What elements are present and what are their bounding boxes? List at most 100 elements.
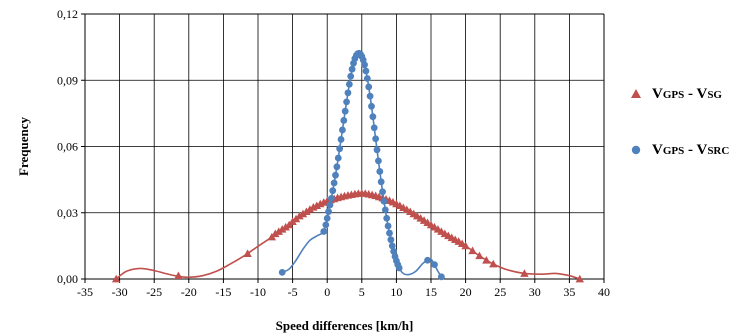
x-tick-label: -10 bbox=[250, 285, 266, 299]
series-2-point bbox=[361, 61, 368, 69]
x-tick-label: -30 bbox=[112, 285, 128, 299]
series-1-point bbox=[174, 271, 183, 280]
series-2-point bbox=[345, 80, 353, 88]
series-2-point bbox=[388, 242, 396, 250]
legend-label-2: VGPS - VSRC bbox=[652, 142, 729, 158]
legend-label-part: GPS bbox=[663, 145, 684, 157]
series-2-point bbox=[333, 163, 341, 171]
axes bbox=[81, 13, 605, 283]
series-1-point bbox=[475, 251, 484, 260]
series-2-point bbox=[369, 113, 377, 121]
series-2-point bbox=[344, 89, 352, 97]
series-1-point bbox=[482, 256, 491, 264]
x-tick-label: -35 bbox=[77, 285, 93, 299]
series-2-point bbox=[334, 154, 342, 162]
series-2-point bbox=[323, 214, 331, 222]
series-2-point bbox=[336, 145, 344, 153]
series-2-point bbox=[325, 208, 332, 216]
legend-label-part: V bbox=[652, 142, 663, 158]
legend-label-1: VGPS - VSG bbox=[652, 86, 722, 102]
series-2-point bbox=[326, 201, 334, 209]
series-2-point bbox=[320, 228, 328, 235]
x-tick-label: 35 bbox=[563, 285, 575, 299]
series-1-point bbox=[271, 229, 280, 238]
x-tick-label: 10 bbox=[390, 285, 402, 299]
series-layer bbox=[111, 49, 584, 283]
x-tick-label: -5 bbox=[288, 285, 298, 299]
x-tick-label: 40 bbox=[598, 285, 610, 299]
series-2-point bbox=[278, 268, 286, 276]
legend-label-part: GPS bbox=[663, 89, 684, 101]
y-tick-label: 0,06 bbox=[57, 140, 78, 154]
tick-labels: -35 -30 -25 -20 -15 -10 -5 0 5 10 15 20 25 30 35 40 0,00… bbox=[57, 7, 610, 299]
x-tick-label: 20 bbox=[460, 285, 472, 299]
series-1-point bbox=[298, 209, 308, 218]
x-tick-label: 15 bbox=[425, 285, 437, 299]
series-2-point bbox=[375, 157, 382, 165]
series-2-point bbox=[437, 273, 445, 281]
series-2-point bbox=[337, 136, 345, 143]
series-2-point bbox=[424, 256, 431, 264]
y-tick-label: 0,12 bbox=[57, 7, 78, 21]
series-1-point bbox=[281, 222, 290, 231]
series-1-point bbox=[520, 269, 529, 277]
legend-label-part: V bbox=[652, 86, 663, 102]
x-tick-label: -20 bbox=[181, 285, 197, 299]
series-2-point bbox=[379, 188, 386, 196]
series-2-point bbox=[332, 171, 339, 179]
series-1-point bbox=[575, 274, 584, 283]
series-1-point bbox=[305, 205, 315, 213]
legend-marker-2 bbox=[631, 145, 641, 155]
series-2-point bbox=[380, 197, 388, 205]
series-2-point bbox=[347, 72, 355, 80]
series-1-point bbox=[295, 211, 304, 220]
x-tick-label: 30 bbox=[529, 285, 541, 299]
series-2-point bbox=[362, 67, 370, 75]
x-tick-label: -25 bbox=[146, 285, 162, 299]
x-tick-label: 5 bbox=[359, 285, 365, 299]
series-2-point bbox=[343, 98, 350, 106]
series-2-point bbox=[386, 229, 393, 237]
series-2-point bbox=[383, 214, 391, 222]
series-2-point bbox=[376, 168, 384, 175]
legend-label-part: SRC bbox=[707, 145, 729, 157]
x-axis-label: Speed differences [km/h] bbox=[276, 318, 414, 333]
series-2-point bbox=[381, 206, 389, 214]
series-2 bbox=[278, 49, 445, 281]
series-1-point bbox=[461, 241, 470, 250]
series-2-point bbox=[370, 124, 378, 132]
series-2-point bbox=[365, 83, 373, 91]
series-2-point bbox=[373, 146, 381, 154]
series-2-point bbox=[329, 187, 337, 195]
series-1-point bbox=[274, 227, 283, 235]
x-tick-label: 25 bbox=[494, 285, 506, 299]
x-tick-label: 0 bbox=[324, 285, 330, 299]
series-2-point bbox=[387, 236, 395, 244]
series-2-point bbox=[431, 261, 438, 269]
series-1-point bbox=[278, 225, 287, 233]
series-2-point bbox=[339, 126, 346, 134]
series-2-point bbox=[395, 264, 403, 272]
series-1-point bbox=[468, 246, 477, 255]
series-2-point bbox=[322, 221, 330, 229]
series-2-point bbox=[384, 222, 392, 230]
series-2-point bbox=[330, 179, 338, 187]
series-2-point bbox=[348, 65, 356, 73]
series-2-point bbox=[341, 107, 349, 115]
legend-label-part: - V bbox=[684, 86, 707, 102]
legend-marker-1 bbox=[631, 89, 641, 98]
series-2-point bbox=[327, 194, 335, 202]
y-axis-label: Frequency bbox=[16, 117, 31, 176]
y-tick-label: 0,09 bbox=[57, 73, 78, 87]
series-2-point bbox=[368, 102, 375, 110]
x-tick-label: -15 bbox=[215, 285, 231, 299]
series-1-point bbox=[111, 274, 121, 283]
series-1-point bbox=[302, 207, 311, 216]
series-2-point bbox=[372, 135, 380, 143]
series-1-point bbox=[489, 259, 498, 268]
y-tick-label: 0,03 bbox=[57, 206, 78, 220]
y-tick-label: 0,00 bbox=[57, 272, 78, 286]
series-2-point bbox=[366, 92, 374, 100]
